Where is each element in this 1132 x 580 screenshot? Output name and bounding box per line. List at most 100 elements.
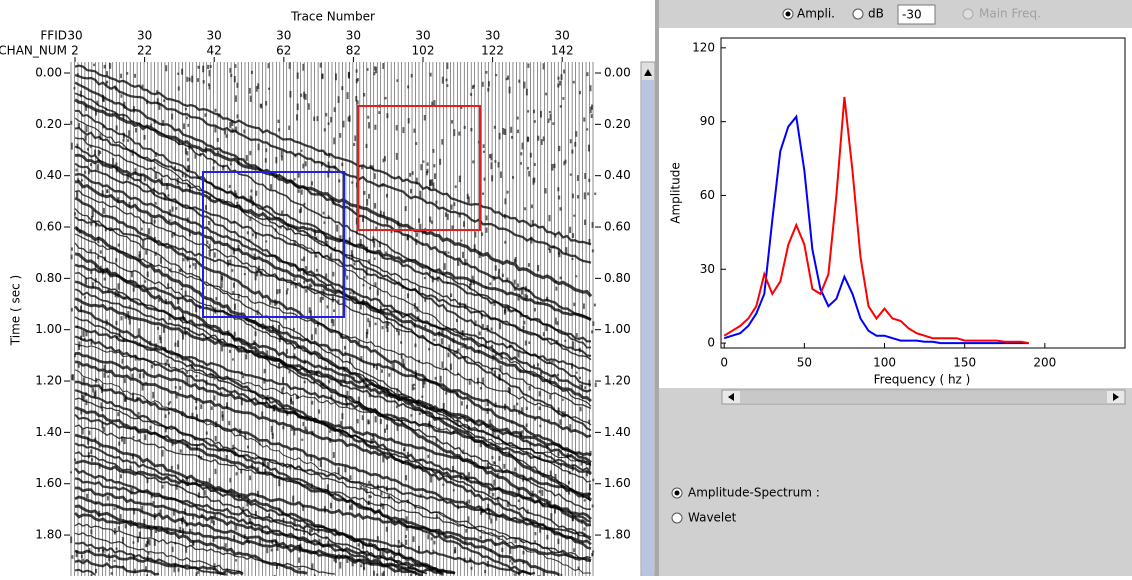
noise bbox=[259, 538, 262, 546]
noise bbox=[179, 317, 182, 322]
noise bbox=[282, 518, 285, 522]
noise bbox=[181, 412, 184, 417]
noise bbox=[205, 379, 208, 386]
noise bbox=[421, 242, 424, 245]
noise bbox=[184, 175, 187, 178]
noise bbox=[290, 427, 293, 431]
noise bbox=[297, 395, 300, 399]
noise bbox=[233, 303, 236, 310]
noise bbox=[406, 499, 409, 504]
header-row: CHAN_NUM bbox=[0, 44, 67, 58]
noise bbox=[134, 168, 137, 175]
noise bbox=[126, 72, 129, 75]
noise bbox=[386, 327, 389, 333]
noise bbox=[415, 232, 418, 237]
noise bbox=[371, 165, 374, 170]
noise bbox=[320, 383, 323, 387]
noise bbox=[341, 162, 344, 167]
noise bbox=[199, 153, 202, 157]
noise bbox=[233, 535, 236, 541]
event bbox=[74, 180, 592, 403]
radio-label[interactable]: Ampli. bbox=[797, 7, 835, 21]
scroll-left[interactable] bbox=[728, 393, 734, 401]
noise bbox=[85, 104, 88, 111]
noise bbox=[323, 221, 326, 224]
event bbox=[74, 316, 592, 541]
radio-label[interactable]: Main Freq. bbox=[979, 7, 1041, 21]
db-input[interactable] bbox=[897, 4, 936, 25]
noise bbox=[302, 270, 305, 275]
noise bbox=[276, 545, 279, 551]
noise bbox=[87, 437, 90, 445]
noise bbox=[454, 546, 457, 553]
noise bbox=[515, 309, 518, 312]
noise bbox=[123, 397, 126, 402]
noise bbox=[276, 564, 279, 570]
noise bbox=[529, 152, 532, 158]
radio-db[interactable] bbox=[852, 8, 864, 20]
noise bbox=[237, 244, 240, 251]
scroll-right[interactable] bbox=[1113, 393, 1119, 401]
noise bbox=[539, 110, 542, 118]
noise bbox=[117, 197, 120, 203]
noise bbox=[572, 80, 575, 84]
noise bbox=[329, 438, 332, 443]
noise bbox=[514, 538, 517, 544]
noise bbox=[340, 333, 343, 339]
noise bbox=[414, 343, 417, 348]
noise bbox=[567, 480, 570, 485]
noise bbox=[487, 503, 490, 511]
noise bbox=[232, 290, 235, 295]
ffid-label: 30 bbox=[67, 29, 82, 43]
noise bbox=[153, 219, 156, 224]
noise bbox=[523, 320, 526, 325]
radio-label[interactable]: Wavelet bbox=[688, 511, 737, 525]
noise bbox=[441, 139, 444, 145]
noise bbox=[533, 109, 536, 114]
noise bbox=[325, 240, 328, 247]
noise bbox=[594, 192, 597, 195]
spectrum-line bbox=[723, 96, 1029, 345]
noise bbox=[402, 358, 405, 365]
noise bbox=[173, 566, 176, 573]
scroll-up[interactable] bbox=[644, 69, 652, 76]
event bbox=[74, 360, 592, 521]
event bbox=[74, 343, 592, 466]
noise bbox=[558, 145, 561, 152]
noise bbox=[188, 145, 191, 150]
noise bbox=[516, 402, 519, 406]
noise bbox=[85, 125, 88, 133]
noise bbox=[503, 403, 506, 411]
noise bbox=[538, 406, 541, 411]
radio-label[interactable]: Amplitude-Spectrum : bbox=[688, 486, 820, 500]
v-scroll-thumb[interactable] bbox=[642, 80, 654, 576]
noise bbox=[593, 303, 596, 307]
radio-main-freq[interactable] bbox=[962, 8, 974, 20]
noise bbox=[277, 119, 280, 124]
db-value[interactable]: -30 bbox=[902, 8, 922, 22]
noise bbox=[468, 499, 471, 504]
h-scroll-thumb[interactable] bbox=[740, 391, 1107, 403]
noise bbox=[382, 570, 385, 578]
noise bbox=[588, 463, 591, 470]
noise bbox=[279, 226, 282, 229]
noise bbox=[325, 285, 328, 288]
noise bbox=[256, 490, 259, 497]
noise bbox=[429, 72, 432, 77]
radio-label[interactable]: dB bbox=[868, 7, 884, 21]
noise bbox=[546, 534, 549, 540]
noise bbox=[122, 139, 125, 142]
noise bbox=[429, 216, 432, 223]
noise bbox=[289, 90, 292, 98]
noise bbox=[361, 415, 364, 421]
noise bbox=[196, 444, 199, 450]
noise bbox=[249, 217, 252, 222]
noise bbox=[289, 465, 292, 470]
noise bbox=[260, 103, 263, 109]
noise bbox=[209, 195, 212, 199]
noise bbox=[546, 446, 549, 449]
noise bbox=[355, 79, 358, 84]
noise bbox=[318, 538, 321, 544]
radio-wavelet[interactable] bbox=[671, 512, 683, 524]
noise bbox=[162, 119, 165, 126]
